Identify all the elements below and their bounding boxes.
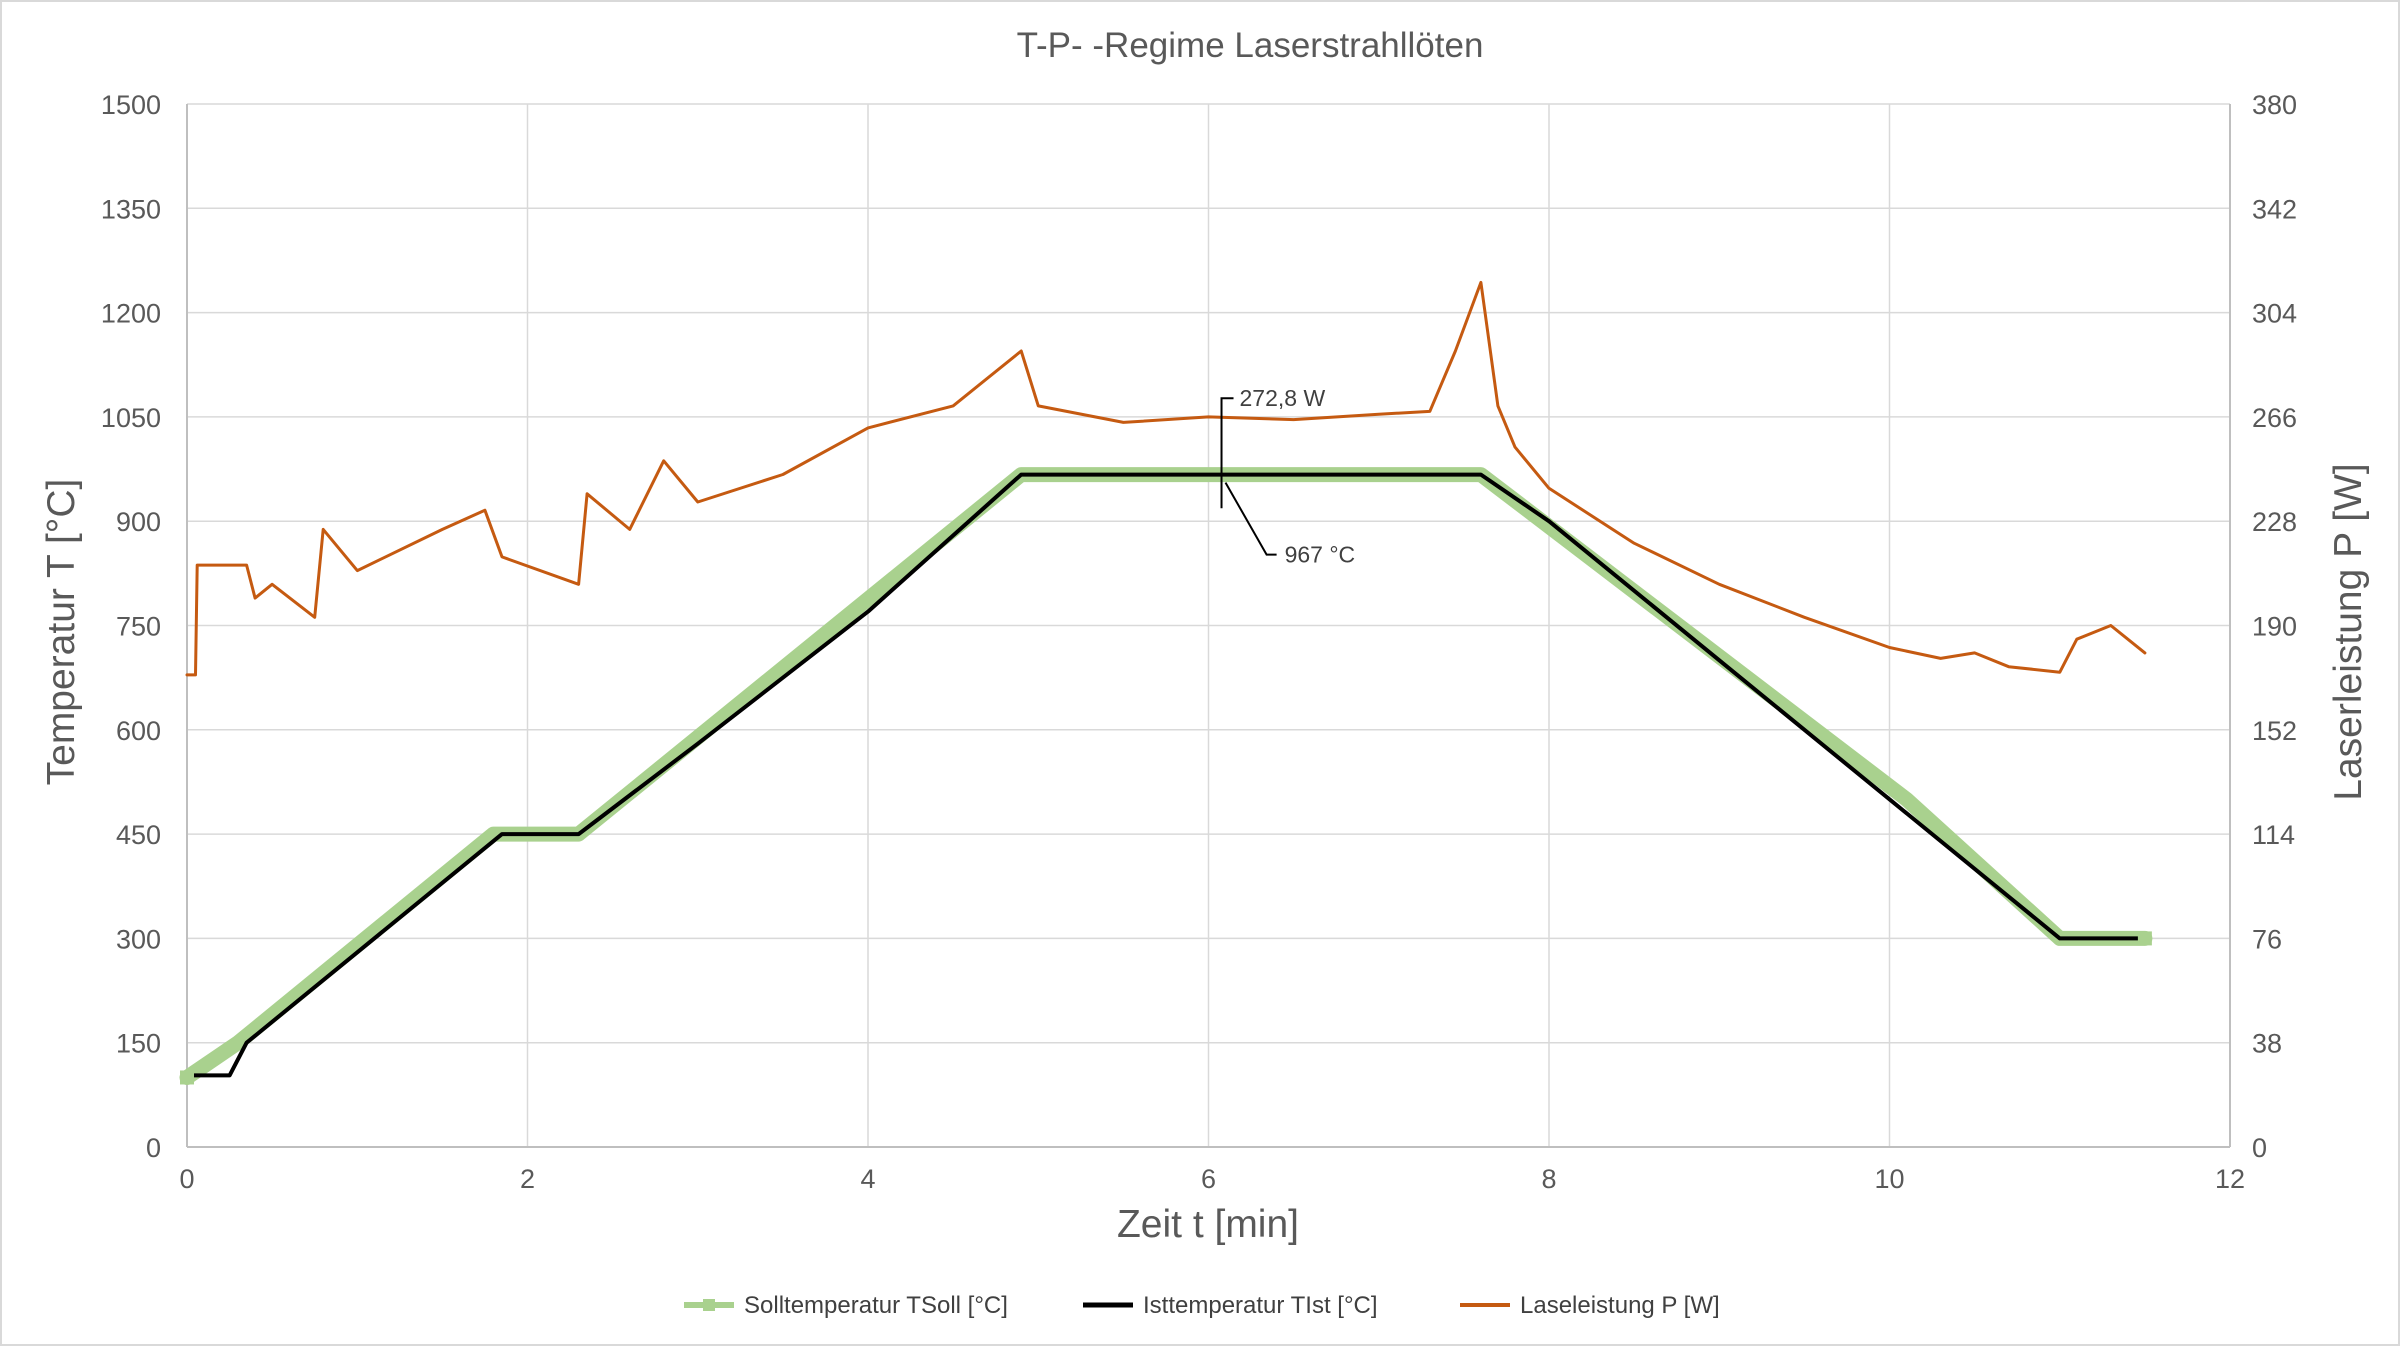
- y2-tick-label: 76: [2252, 924, 2282, 954]
- y-tick-label: 750: [116, 612, 161, 642]
- solltemperatur-marker: [2137, 931, 2152, 946]
- y2-tick-label: 304: [2252, 299, 2297, 329]
- legend-label-solltemperatur: Solltemperatur TSoll [°C]: [744, 1292, 1008, 1319]
- x-tick-label: 2: [520, 1164, 535, 1194]
- y2-axis-title: Laserleistung P [W]: [2327, 463, 2370, 800]
- y2-tick-label: 190: [2252, 612, 2297, 642]
- y2-tick-label: 266: [2252, 403, 2297, 433]
- annotation-power-label: 272,8 W: [1240, 385, 1326, 411]
- legend: Solltemperatur TSoll [°C] Isttemperatur …: [684, 1292, 1720, 1319]
- x-tick-label: 8: [1541, 1164, 1556, 1194]
- y-tick-label: 150: [116, 1029, 161, 1059]
- y2-tick-label: 342: [2252, 194, 2297, 224]
- annotation-leader-power: [1220, 397, 1234, 509]
- series-layer: [179, 280, 2153, 1085]
- y2-tick-label: 114: [2252, 820, 2295, 850]
- legend-label-laserleistung: Laseleistung P [W]: [1520, 1292, 1720, 1319]
- series-line-isttemperatur: [185, 472, 2147, 1078]
- y-tick-label: 1500: [101, 90, 161, 120]
- axis-layer: 0 150 300 450 600 750 900 1050 1200 1350 1500 0 38 76…: [101, 90, 2297, 1194]
- legend-marker-solltemperatur: [703, 1299, 715, 1311]
- y-tick-label: 1050: [101, 403, 161, 433]
- y2-tick-label: 228: [2252, 507, 2297, 537]
- y-axis-title: Temperatur T [°C]: [40, 479, 83, 786]
- y-tick-label: 600: [116, 716, 161, 746]
- x-tick-label: 4: [860, 1164, 875, 1194]
- annotation-leader-temperature: [1224, 482, 1277, 556]
- series-line-laserleistung: [185, 280, 2147, 677]
- y-tick-label: 450: [116, 820, 161, 850]
- x-tick-label: 12: [2215, 1164, 2245, 1194]
- x-axis-title: Zeit t [min]: [1117, 1203, 1299, 1246]
- legend-label-isttemperatur: Isttemperatur TIst [°C]: [1143, 1292, 1378, 1319]
- y2-tick-label: 38: [2252, 1029, 2282, 1059]
- legend-item-isttemperatur[interactable]: Isttemperatur TIst [°C]: [1083, 1292, 1378, 1319]
- y-tick-label: 1350: [101, 194, 161, 224]
- legend-item-solltemperatur[interactable]: Solltemperatur TSoll [°C]: [684, 1292, 1008, 1319]
- y2-tick-label: 380: [2252, 90, 2297, 120]
- chart-title: T-P- -Regime Laserstrahllöten: [1017, 26, 1484, 65]
- annotation-layer: 272,8 W 967 °C: [1220, 385, 1356, 568]
- y-tick-label: 300: [116, 924, 161, 954]
- legend-item-laserleistung[interactable]: Laseleistung P [W]: [1460, 1292, 1720, 1319]
- solltemperatur-marker: [180, 1070, 194, 1085]
- y-tick-label: 0: [146, 1133, 161, 1163]
- y2-tick-label: 0: [2252, 1133, 2267, 1163]
- y2-tick-label: 152: [2252, 716, 2297, 746]
- x-tick-label: 10: [1874, 1164, 1904, 1194]
- y-tick-label: 900: [116, 507, 161, 537]
- annotation-temperature-label: 967 °C: [1285, 542, 1356, 568]
- x-tick-label: 6: [1201, 1164, 1216, 1194]
- y-tick-label: 1200: [101, 299, 161, 329]
- x-tick-label: 0: [179, 1164, 194, 1194]
